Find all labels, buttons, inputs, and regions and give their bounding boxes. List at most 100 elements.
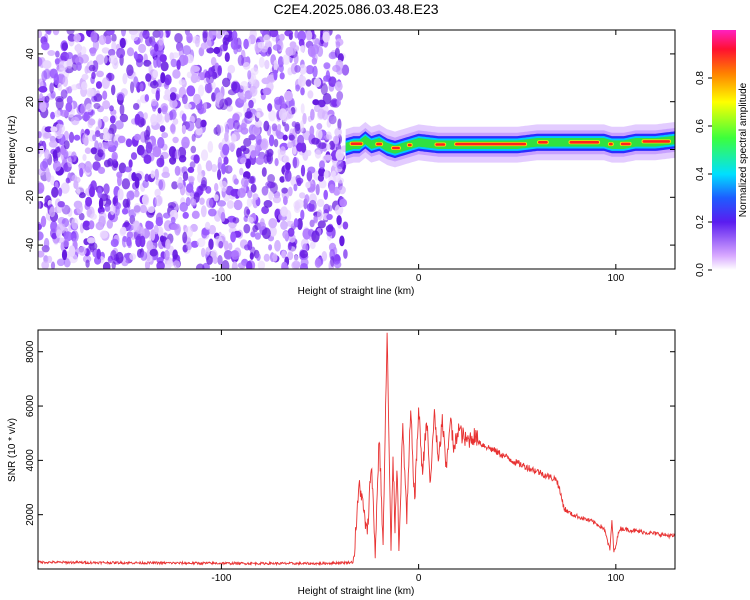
noise-speckle bbox=[67, 157, 73, 168]
y-tick-label: 0 bbox=[25, 146, 36, 152]
noise-speckle bbox=[278, 108, 287, 121]
noise-speckle bbox=[148, 64, 153, 75]
noise-speckle bbox=[201, 247, 206, 258]
noise-speckle bbox=[106, 219, 114, 229]
noise-speckle bbox=[280, 206, 288, 217]
noise-speckle bbox=[169, 123, 176, 133]
noise-speckle bbox=[111, 33, 117, 42]
noise-speckle bbox=[163, 212, 171, 219]
noise-speckle bbox=[333, 135, 340, 145]
noise-speckle bbox=[231, 30, 238, 41]
noise-speckle bbox=[334, 47, 340, 58]
noise-speckle bbox=[334, 127, 342, 137]
noise-speckle bbox=[164, 113, 170, 123]
noise-speckle bbox=[206, 47, 215, 54]
noise-speckle bbox=[195, 37, 200, 48]
noise-speckle bbox=[228, 242, 233, 251]
noise-speckle bbox=[150, 229, 156, 241]
noise-speckle bbox=[293, 183, 298, 192]
noise-speckle bbox=[190, 145, 197, 154]
noise-speckle bbox=[182, 54, 189, 66]
snr-panel: -100 0 100 2000 4000 6000 8000 Height of strai… bbox=[7, 329, 676, 597]
noise-speckle bbox=[247, 216, 255, 223]
noise-speckle bbox=[224, 131, 229, 142]
noise-speckle bbox=[316, 198, 325, 208]
noise-speckle bbox=[186, 183, 194, 193]
noise-speckle bbox=[315, 128, 323, 141]
noise-speckle bbox=[39, 160, 48, 172]
noise-speckle bbox=[117, 188, 124, 201]
noise-speckle bbox=[68, 254, 78, 264]
noise-speckle bbox=[252, 193, 259, 201]
noise-speckle bbox=[142, 30, 150, 40]
noise-speckle bbox=[104, 35, 112, 45]
noise-speckle bbox=[198, 47, 205, 57]
noise-speckle bbox=[317, 220, 326, 229]
noise-speckle bbox=[119, 103, 125, 116]
noise-speckle bbox=[243, 137, 252, 147]
noise-speckle bbox=[71, 233, 77, 241]
noise-speckle bbox=[103, 159, 111, 168]
noise-speckle bbox=[206, 197, 214, 208]
noise-speckle bbox=[119, 113, 129, 123]
noise-speckle bbox=[85, 103, 93, 113]
noise-speckle bbox=[277, 151, 287, 162]
noise-speckle bbox=[181, 113, 187, 123]
noise-speckle bbox=[200, 42, 208, 50]
noise-speckle bbox=[56, 229, 62, 239]
noise-speckle bbox=[314, 149, 322, 159]
noise-speckle bbox=[186, 32, 193, 44]
noise-speckle bbox=[318, 167, 326, 177]
noise-speckle bbox=[46, 255, 53, 264]
noise-speckle bbox=[299, 250, 309, 259]
noise-speckle bbox=[311, 57, 318, 65]
noise-speckle bbox=[284, 30, 294, 37]
noise-speckle bbox=[315, 183, 320, 196]
noise-speckle bbox=[147, 206, 155, 214]
heatmap-cells bbox=[38, 30, 675, 269]
y-tick-label: 8000 bbox=[25, 340, 36, 363]
noise-speckle bbox=[133, 190, 140, 198]
noise-speckle bbox=[158, 36, 164, 46]
noise-speckle bbox=[240, 157, 247, 165]
noise-speckle bbox=[250, 231, 256, 238]
noise-speckle bbox=[172, 136, 179, 144]
noise-speckle bbox=[284, 90, 293, 102]
noise-speckle bbox=[247, 70, 252, 80]
noise-speckle bbox=[38, 250, 45, 258]
noise-speckle bbox=[43, 132, 52, 139]
noise-speckle bbox=[256, 111, 261, 119]
noise-speckle bbox=[232, 217, 240, 224]
noise-speckle bbox=[41, 260, 50, 269]
noise-speckle bbox=[307, 166, 316, 174]
noise-speckle bbox=[111, 84, 116, 96]
noise-speckle bbox=[138, 43, 147, 54]
noise-speckle bbox=[245, 158, 252, 169]
noise-speckle bbox=[239, 167, 244, 176]
noise-speckle bbox=[191, 198, 197, 206]
signal-core-red bbox=[350, 142, 363, 145]
x-tick-label: 100 bbox=[607, 573, 624, 584]
noise-speckle bbox=[133, 103, 140, 110]
noise-speckle bbox=[236, 147, 242, 159]
noise-speckle bbox=[133, 203, 141, 215]
noise-speckle bbox=[57, 83, 63, 91]
noise-speckle bbox=[38, 182, 45, 194]
noise-speckle bbox=[328, 140, 336, 150]
noise-speckle bbox=[61, 249, 68, 261]
noise-speckle bbox=[182, 45, 192, 56]
noise-speckle bbox=[197, 163, 202, 175]
noise-speckle bbox=[52, 149, 58, 159]
noise-speckle bbox=[269, 226, 277, 237]
noise-speckle bbox=[58, 187, 63, 197]
noise-speckle bbox=[333, 260, 342, 269]
noise-speckle bbox=[282, 54, 291, 65]
noise-speckle bbox=[151, 87, 157, 95]
noise-speckle bbox=[49, 82, 54, 94]
noise-speckle bbox=[268, 244, 273, 251]
spectrogram-ylabel: Frequency (Hz) bbox=[7, 116, 18, 185]
noise-speckle bbox=[88, 118, 96, 126]
noise-speckle bbox=[130, 152, 138, 160]
noise-speckle bbox=[310, 108, 315, 121]
noise-speckle bbox=[186, 241, 193, 251]
